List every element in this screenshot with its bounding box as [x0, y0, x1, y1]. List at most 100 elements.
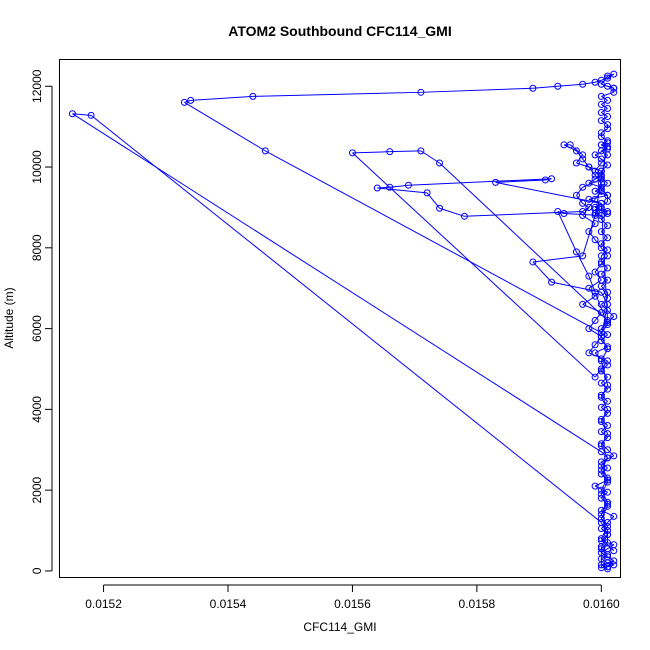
series-line-segment: [588, 320, 596, 329]
y-tick-label: 6000: [30, 315, 44, 342]
series-line-segment: [600, 164, 608, 172]
data-point: [604, 319, 612, 327]
data-point: [591, 482, 599, 490]
data-point: [604, 434, 612, 442]
series-line-segment: [601, 91, 614, 97]
data-point: [597, 337, 605, 345]
series-line-segment: [576, 186, 584, 196]
series-line-segment: [600, 526, 609, 539]
data-point: [604, 478, 612, 486]
data-point: [604, 113, 612, 121]
data-point: [597, 333, 605, 341]
series-line-segment: [420, 87, 533, 93]
data-point: [604, 551, 612, 559]
series-line-segment: [601, 150, 608, 156]
series-line-segment: [600, 285, 608, 293]
series-line-segment: [594, 154, 602, 160]
data-point: [579, 80, 587, 88]
data-point: [597, 159, 605, 167]
series-line-segment: [594, 190, 608, 196]
data-point: [604, 454, 612, 462]
data-point: [597, 187, 605, 195]
series-line-segment: [90, 114, 602, 523]
data-point: [579, 151, 587, 159]
x-axis-label: CFC114_GMI: [303, 620, 376, 634]
series-line-segment: [588, 223, 596, 232]
series-line-segment: [600, 237, 608, 245]
data-point: [560, 209, 568, 217]
data-point: [423, 189, 431, 197]
series-line-segment: [600, 477, 609, 491]
data-point: [610, 561, 618, 569]
series-line-segment: [600, 360, 609, 386]
y-tick-label: 12000: [30, 69, 44, 103]
data-point: [597, 415, 605, 423]
data-point: [610, 557, 618, 565]
data-point: [554, 207, 562, 215]
data-point: [604, 331, 612, 339]
data-point: [585, 325, 593, 333]
series-line-segment: [600, 451, 608, 459]
series-line-segment: [582, 215, 596, 257]
series-line-segment: [600, 247, 608, 257]
data-point: [436, 204, 444, 212]
series-line-segment: [601, 95, 608, 101]
series-line-segment: [575, 251, 590, 277]
data-point: [591, 167, 599, 175]
data-point: [604, 151, 612, 159]
data-point: [610, 547, 618, 555]
series-line-segment: [607, 449, 615, 457]
data-point: [180, 98, 188, 106]
series-line-segment: [420, 150, 440, 164]
data-point: [604, 446, 612, 454]
data-point: [597, 391, 605, 399]
data-point: [585, 284, 593, 292]
data-point: [597, 183, 605, 191]
data-point: [597, 199, 605, 207]
data-point: [604, 464, 612, 472]
data-point: [597, 428, 605, 436]
data-point: [604, 121, 612, 129]
y-tick-label: 4000: [30, 396, 44, 423]
data-point: [591, 373, 599, 381]
data-point: [597, 486, 605, 494]
data-point: [597, 92, 605, 100]
data-point: [604, 361, 612, 369]
series-line-segment: [588, 199, 596, 208]
x-tick-label: 0.0160: [583, 597, 620, 611]
data-point: [591, 78, 599, 86]
data-point: [529, 258, 537, 266]
series-line-segment: [601, 99, 608, 105]
series-line-segment: [588, 279, 602, 289]
data-point: [548, 175, 556, 183]
data-point: [604, 523, 612, 531]
data-point: [591, 151, 599, 159]
series-line-segment: [594, 142, 609, 216]
series-line-segment: [377, 187, 428, 194]
series-line-segment: [408, 178, 552, 186]
series-line-segment: [532, 261, 552, 283]
series-line-segment: [600, 348, 609, 362]
data-point: [604, 405, 612, 413]
series-line-segment: [600, 433, 609, 446]
data-point: [604, 74, 612, 82]
series-line-segment: [607, 544, 615, 550]
data-point: [249, 92, 257, 100]
y-tick-label: 10000: [30, 150, 44, 184]
data-point: [386, 183, 394, 191]
data-point: [548, 278, 556, 286]
data-point: [604, 476, 612, 484]
data-point: [610, 512, 618, 520]
data-point: [597, 545, 605, 553]
data-point: [591, 268, 599, 276]
chart-title: ATOM2 Southbound CFC114_GMI: [228, 23, 452, 39]
data-point: [591, 195, 599, 203]
data-point: [597, 117, 605, 125]
data-point: [597, 240, 605, 248]
series-line-segment: [601, 83, 614, 89]
data-point: [597, 462, 605, 470]
x-tick-label: 0.0154: [210, 597, 247, 611]
y-axis-label: Altitude (m): [2, 287, 16, 348]
data-point: [604, 373, 612, 381]
